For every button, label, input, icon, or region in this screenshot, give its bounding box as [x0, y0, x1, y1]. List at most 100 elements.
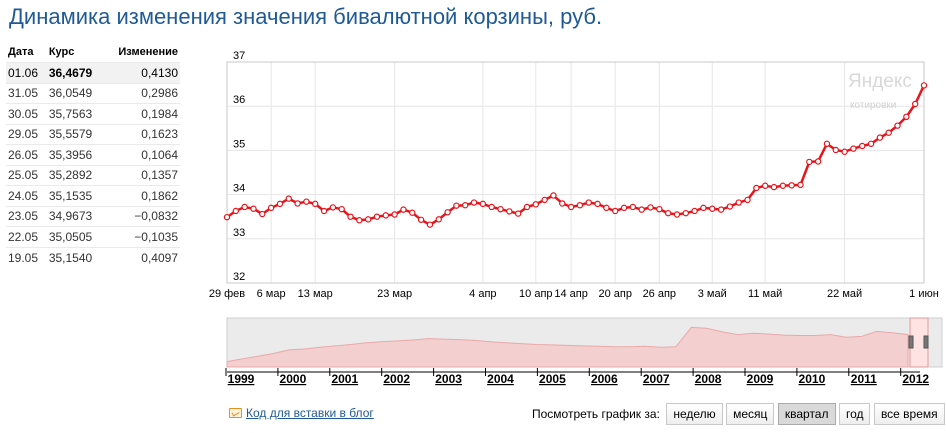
watermark-caption: котировки: [850, 100, 896, 111]
x-tick-label: 26 апр: [643, 288, 676, 300]
row-change: 0,4130: [103, 62, 180, 83]
data-point: [285, 195, 292, 202]
overview-year-axis: 1999 2000 2001 2002 2003 2004 2005 2006 2007 2008…: [225, 368, 929, 386]
row-date: 01.06: [6, 62, 47, 83]
y-axis: 32 33 34 35 36 37: [233, 50, 245, 283]
data-point: [753, 184, 760, 192]
data-point: [673, 211, 681, 218]
data-point: [250, 205, 257, 212]
data-point: [373, 213, 381, 220]
data-point: [541, 196, 548, 204]
row-rate: 36,0549: [46, 82, 104, 104]
x-tick-label: 20 апр: [598, 288, 631, 300]
data-point: [470, 199, 478, 206]
data-point: [594, 200, 601, 208]
data-point: [656, 205, 663, 213]
page-title: Динамика изменения значения бивалютной к…: [9, 4, 603, 29]
data-point: [382, 212, 390, 219]
row-change: 0,1862: [103, 185, 180, 206]
period-year-button[interactable]: год: [838, 403, 871, 425]
row-rate: 35,1535: [46, 185, 104, 206]
data-point: [241, 203, 248, 211]
watermark: Яндекс котировки: [848, 71, 912, 111]
data-point: [338, 205, 345, 213]
data-point: [567, 203, 575, 211]
data-point: [223, 213, 231, 221]
period-month-button[interactable]: месяц: [726, 403, 775, 425]
year-label: 2011: [851, 372, 877, 386]
data-point: [894, 122, 901, 129]
x-tick-label: 3 май: [698, 288, 727, 300]
data-point: [629, 203, 637, 211]
data-point: [303, 198, 310, 205]
data-point: [320, 207, 328, 215]
data-point: [523, 203, 531, 211]
data-point: [347, 213, 354, 220]
data-point: [603, 204, 610, 212]
row-rate: 35,1540: [46, 246, 104, 268]
row-date: 26.05: [6, 144, 47, 165]
data-point: [294, 200, 301, 207]
overview-area: [226, 326, 909, 368]
chart-area: 32 33 34 35 36 37 29 фев 6 мар 13 мар 23 мар 4 ап…: [209, 50, 943, 386]
data-point: [779, 182, 787, 189]
table-row: 29.05 35,5579 0,1623: [6, 123, 180, 145]
period-all-button[interactable]: все время: [873, 403, 945, 425]
x-tick-label: 13 мар: [298, 288, 333, 300]
year-label: 2008: [695, 372, 722, 386]
year-label: 2005: [539, 372, 566, 386]
row-date: 25.05: [6, 164, 47, 186]
data-point: [920, 82, 928, 89]
data-point: [797, 181, 804, 189]
data-point: [585, 199, 592, 206]
overview-handle-right: [923, 335, 929, 349]
row-rate: 35,7563: [46, 103, 104, 124]
data-point: [576, 202, 584, 209]
x-tick-label: 10 апр: [519, 288, 552, 300]
data-point: [232, 207, 240, 215]
row-change: 0,4097: [103, 246, 180, 268]
year-label: 2009: [747, 372, 774, 386]
table-row: 26.05 35,3956 0,1064: [6, 144, 180, 165]
data-point: [329, 204, 337, 211]
x-tick-label: 22 май: [827, 288, 862, 300]
embed-code-label: Код для вставки в блог: [246, 406, 374, 420]
rates-table: Дата Курс Изменение 01.06 36,4679 0,4130…: [6, 46, 180, 268]
x-tick-label: 23 мар: [377, 288, 412, 300]
data-point: [400, 206, 407, 213]
year-label: 2010: [799, 372, 826, 386]
row-rate: 34,9673: [46, 205, 104, 227]
data-point: [488, 203, 495, 211]
data-point: [462, 202, 469, 209]
data-point: [726, 203, 734, 210]
rates-table-header: Дата Курс Изменение: [6, 46, 180, 63]
table-row: 30.05 35,7563 0,1984: [6, 103, 180, 124]
x-tick-label: 29 фев: [209, 288, 245, 300]
period-quarter-button[interactable]: квартал: [777, 403, 836, 425]
chart-icon: [229, 408, 242, 418]
series-line-group: [223, 82, 928, 228]
row-date: 22.05: [6, 226, 47, 247]
year-label: 2006: [591, 372, 618, 386]
data-point: [691, 207, 698, 215]
x-tick-label: 14 апр: [554, 288, 587, 300]
data-point: [612, 207, 619, 215]
data-point: [717, 206, 725, 213]
y-tick-label: 37: [233, 50, 245, 62]
overview-navigator[interactable]: [226, 317, 943, 368]
row-date: 19.05: [6, 246, 47, 268]
y-tick-label: 32: [233, 271, 245, 283]
overview-handle-left: [908, 335, 914, 349]
period-label: Посмотреть график за:: [532, 407, 660, 421]
period-week-button[interactable]: неделю: [666, 403, 723, 425]
row-change: 0,1984: [103, 103, 180, 124]
data-point: [770, 183, 778, 191]
y-tick-label: 36: [233, 94, 245, 106]
row-date: 30.05: [6, 103, 47, 124]
table-row: 19.05 35,1540 0,4097: [6, 246, 180, 268]
embed-code-link[interactable]: Код для вставки в блог: [229, 406, 374, 420]
y-tick-label: 33: [233, 227, 245, 239]
data-point: [417, 216, 425, 223]
year-label: 2002: [383, 372, 410, 386]
row-change: 0,2986: [103, 82, 180, 104]
